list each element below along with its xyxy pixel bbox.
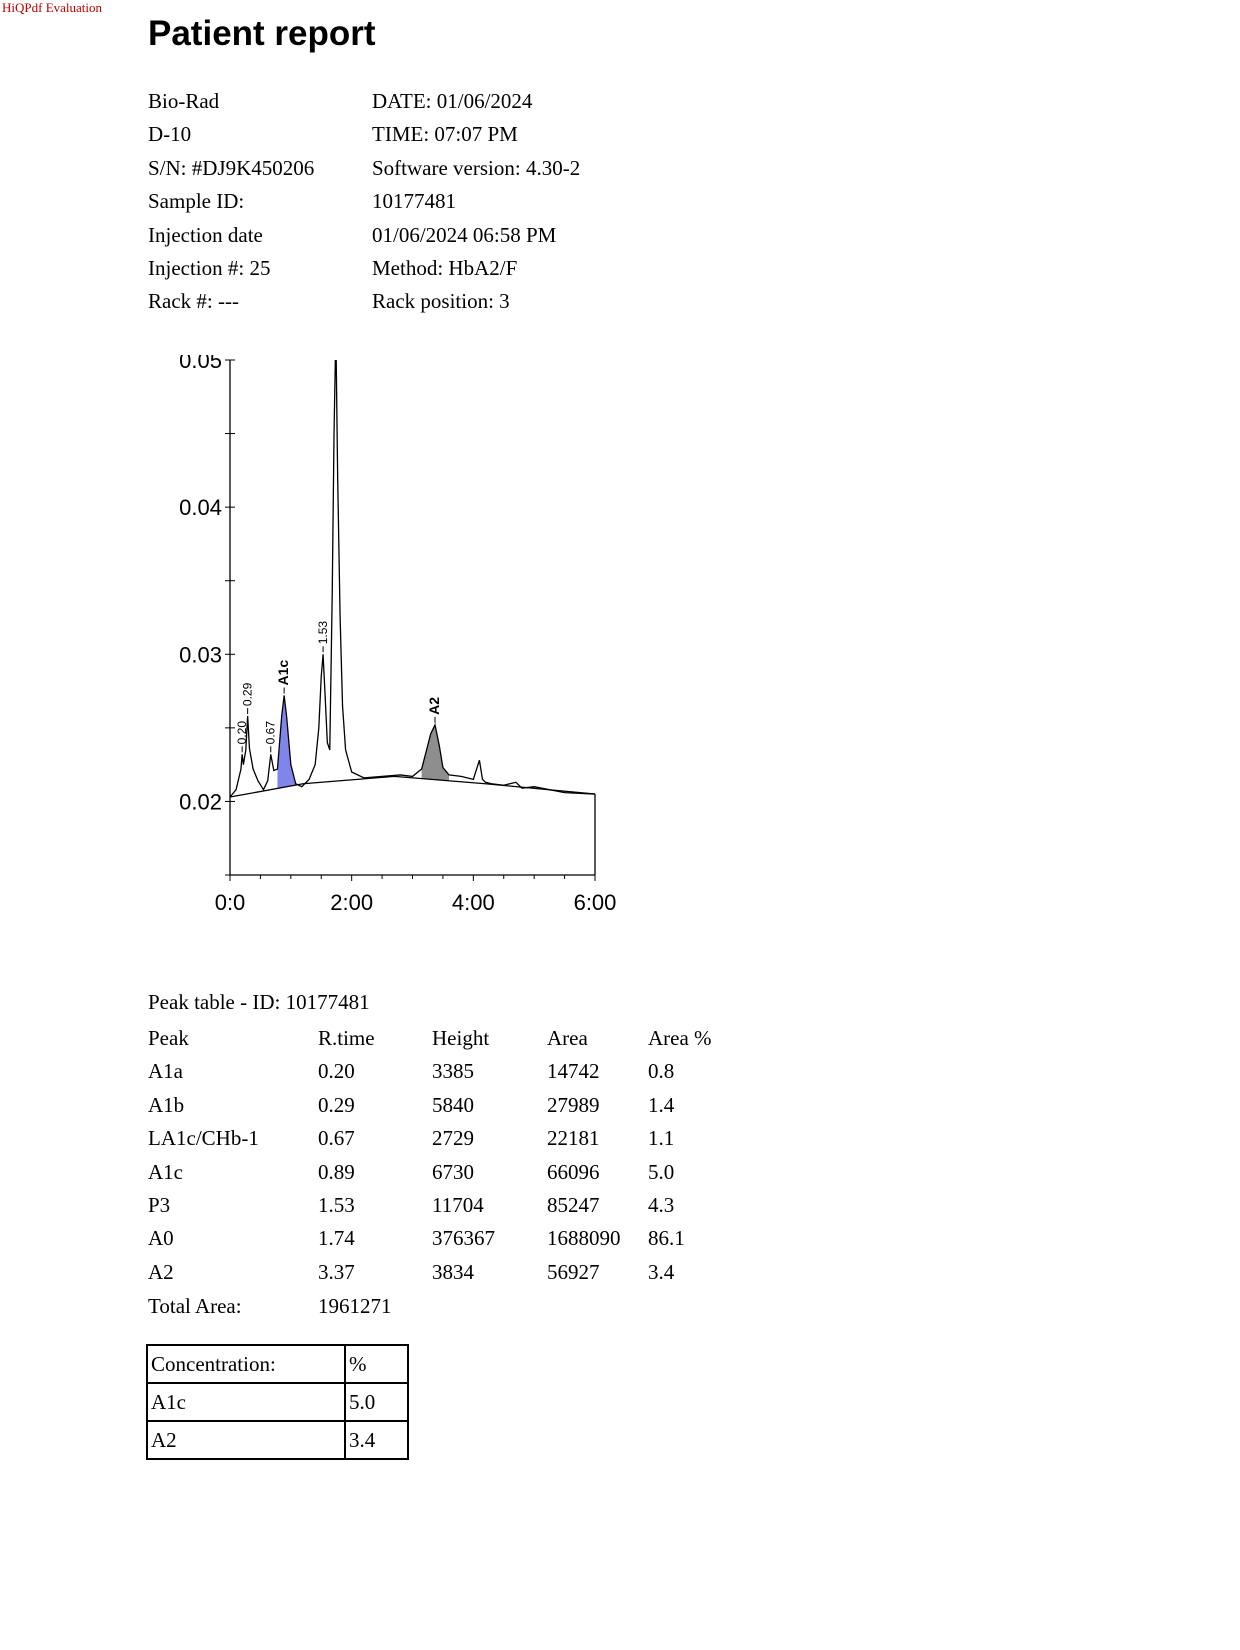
y-tick-label: 0.05 <box>179 355 222 373</box>
peak-table-cell: 5840 <box>432 1092 474 1117</box>
peak-table-cell: 4.3 <box>648 1192 675 1217</box>
peak-table-cell: A1a <box>148 1059 183 1084</box>
info-injection-date-value: 01/06/2024 06:58 PM <box>372 222 557 247</box>
peak-table-cell: A0 <box>148 1226 174 1251</box>
x-tick-label: 6:00 <box>574 890 617 915</box>
peak-table-cell: 1.74 <box>318 1226 355 1251</box>
concentration-row: A1c 5.0 <box>146 1382 409 1422</box>
peak-table-cell: 1.1 <box>648 1126 675 1151</box>
peak-table-header: Height <box>432 1026 490 1050</box>
info-method: Method: HbA2/F <box>372 255 518 280</box>
info-serial: S/N: #DJ9K450206 <box>148 155 315 180</box>
peak-label: 0.20 <box>235 721 249 745</box>
chromatogram-trace <box>230 360 596 798</box>
x-tick-label: 2:00 <box>330 890 373 915</box>
info-time: TIME: 07:07 PM <box>372 122 518 147</box>
peak-table-cell: 0.8 <box>648 1059 675 1084</box>
concentration-analyte: A1c <box>146 1382 346 1422</box>
peak-table-header: Area <box>547 1026 588 1050</box>
peak-table-header: R.time <box>318 1026 375 1050</box>
shaded-peak-a2 <box>421 725 449 781</box>
total-area-value: 1961271 <box>318 1294 392 1318</box>
concentration-unit-header: % <box>344 1344 409 1384</box>
peak-table-header: Peak <box>148 1026 189 1050</box>
peak-table-cell: 3385 <box>432 1059 474 1084</box>
peak-table-cell: 1.53 <box>318 1192 355 1217</box>
concentration-row: A2 3.4 <box>146 1420 409 1460</box>
info-manufacturer: Bio-Rad <box>148 89 220 113</box>
peak-table-cell: 66096 <box>547 1159 600 1184</box>
peak-table-cell: 86.1 <box>648 1226 685 1251</box>
y-tick-label: 0.02 <box>179 789 222 814</box>
page-title: Patient report <box>148 14 376 53</box>
chromatogram-baseline <box>229 775 596 798</box>
x-tick-label: 4:00 <box>452 890 495 915</box>
y-tick-label: 0.04 <box>179 495 222 520</box>
x-tick-label: 0:0 <box>215 890 246 915</box>
peak-table-cell: 376367 <box>432 1226 495 1251</box>
info-software-version: Software version: 4.30-2 <box>372 155 581 180</box>
peak-table-cell: 3834 <box>432 1259 474 1284</box>
peak-table-cell: 3.4 <box>648 1259 675 1284</box>
peak-table-cell: 1688090 <box>547 1226 621 1251</box>
peak-table-cell: 1.4 <box>648 1092 675 1117</box>
peak-table-cell: 14742 <box>547 1059 600 1084</box>
y-tick-label: 0.03 <box>179 642 222 667</box>
peak-table-cell: P3 <box>148 1192 171 1217</box>
report-info: Bio-Rad DATE: 01/06/2024 D-10 TIME: 07:0… <box>148 85 692 319</box>
peak-table-cell: 11704 <box>432 1192 484 1217</box>
peak-table-cell: 85247 <box>547 1192 600 1217</box>
info-rack-number: Rack #: --- <box>148 289 239 314</box>
peak-table-cell: 27989 <box>547 1092 600 1117</box>
peak-table-cell: 0.29 <box>318 1092 355 1117</box>
info-instrument: D-10 <box>148 122 192 147</box>
peak-table-cell: A1b <box>148 1092 185 1117</box>
info-date: DATE: 01/06/2024 <box>372 89 533 113</box>
peak-table-cell: 5.0 <box>648 1159 675 1184</box>
peak-table-cell: A1c <box>148 1159 183 1184</box>
concentration-header-row: Concentration: % <box>146 1344 409 1384</box>
info-rack-position: Rack position: 3 <box>372 289 510 314</box>
peak-label: 0.29 <box>241 682 255 706</box>
concentration-value: 3.4 <box>344 1420 409 1460</box>
concentration-table: Concentration: % A1c 5.0 A2 3.4 <box>146 1344 409 1460</box>
peak-label: A1c <box>275 660 291 686</box>
info-injection-number: Injection #: 25 <box>148 255 271 280</box>
peak-table-header: Area % <box>648 1026 712 1050</box>
watermark: HiQPdf Evaluation <box>2 0 103 15</box>
info-sample-id-label: Sample ID: <box>148 189 245 214</box>
peak-label: 1.53 <box>316 621 330 645</box>
peak-label: A2 <box>426 697 442 715</box>
chromatogram-chart: 0.05 0.04 0.03 0.02 0:0 2:00 4:00 6:00 0.20 0.29 0… <box>179 355 617 915</box>
peak-table-cell: 6730 <box>432 1159 474 1184</box>
concentration-analyte: A2 <box>146 1420 346 1460</box>
total-area-row: Total Area: 1961271 <box>148 1290 438 1323</box>
peak-table-cell: 0.89 <box>318 1159 355 1184</box>
peak-table-cell: 22181 <box>547 1126 600 1151</box>
info-sample-id-value: 10177481 <box>372 189 456 214</box>
info-injection-date-label: Injection date <box>148 222 263 247</box>
peak-table-cell: 2729 <box>432 1126 474 1151</box>
peak-table-cell: 3.37 <box>318 1259 355 1284</box>
peak-label: 0.67 <box>264 721 278 745</box>
peak-table-caption: Peak table - ID: 10177481 <box>148 990 370 1014</box>
peak-table-cell: 0.67 <box>318 1126 355 1151</box>
total-area-label: Total Area: <box>148 1294 242 1318</box>
peak-table-cell: LA1c/CHb-1 <box>148 1126 259 1151</box>
concentration-header: Concentration: <box>146 1344 346 1384</box>
concentration-value: 5.0 <box>344 1382 409 1422</box>
peak-table: Peak R.time Height Area Area % A1a 0.20 … <box>148 1022 738 1289</box>
peak-table-cell: 56927 <box>547 1259 600 1284</box>
shaded-peak-a1c <box>277 698 303 789</box>
peak-table-cell: 0.20 <box>318 1059 355 1084</box>
peak-table-cell: A2 <box>148 1259 174 1284</box>
